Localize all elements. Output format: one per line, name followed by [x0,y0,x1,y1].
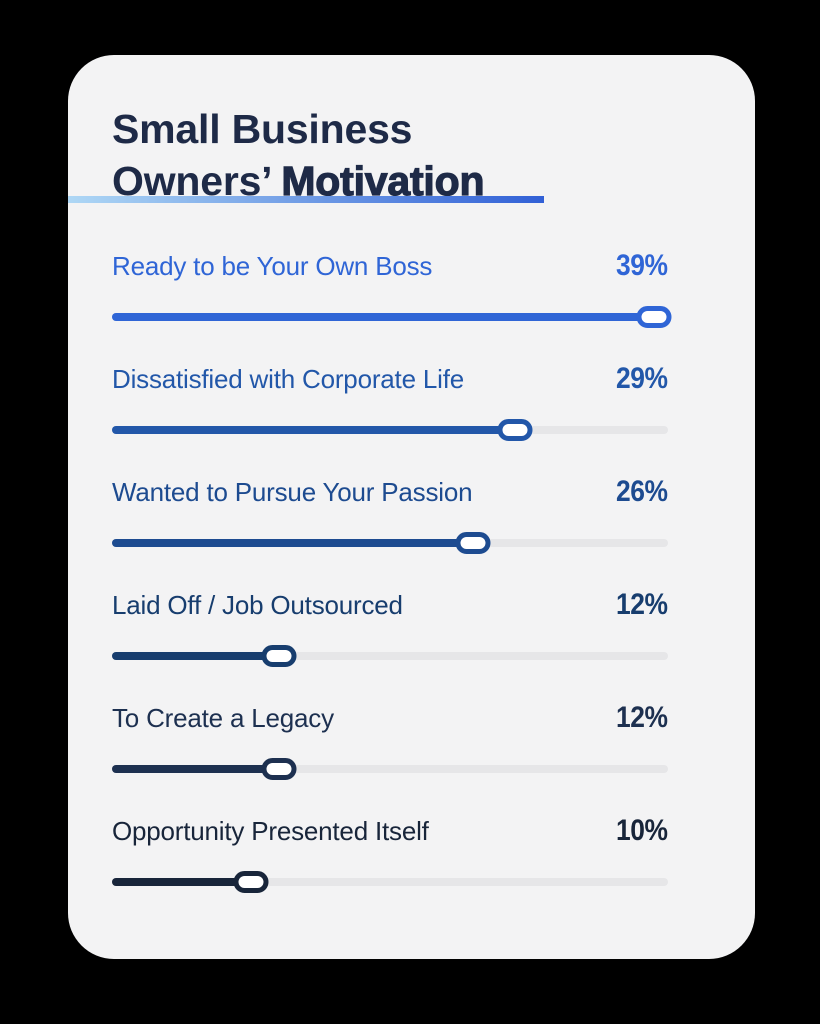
motivation-percent: 29% [616,362,668,395]
motivation-percent: 12% [616,701,668,734]
motivation-slider[interactable] [112,644,668,668]
motivation-percent: 10% [616,814,668,847]
motivation-percent: 26% [616,475,668,508]
motivation-row-header: Opportunity Presented Itself 10% [112,814,668,848]
motivation-row-header: Wanted to Pursue Your Passion 26% [112,475,668,509]
motivation-label: Opportunity Presented Itself [112,816,429,846]
motivation-slider[interactable] [112,531,668,555]
slider-handle[interactable] [261,758,297,780]
motivation-label: To Create a Legacy [112,703,334,733]
title-line1: Small Business [112,106,413,153]
motivation-row-header: Ready to be Your Own Boss 39% [112,249,668,283]
motivation-label: Ready to be Your Own Boss [112,251,433,281]
motivation-percent: 39% [616,249,668,282]
motivation-row-header: To Create a Legacy 12% [112,701,668,735]
slider-handle[interactable] [455,532,491,554]
motivation-row: To Create a Legacy 12% [112,699,668,812]
title-underline-gradient [68,196,544,203]
slider-handle[interactable] [233,871,269,893]
slider-handle[interactable] [497,419,533,441]
slider-fill [112,313,655,321]
infographic-card: Small Business Owners’ Motivation Ready t… [68,55,755,959]
motivation-slider[interactable] [112,757,668,781]
slider-handle[interactable] [636,306,672,328]
motivation-row: Laid Off / Job Outsourced 12% [112,586,668,699]
motivation-slider[interactable] [112,305,672,329]
motivation-label: Dissatisfied with Corporate Life [112,364,464,394]
motivation-row-header: Laid Off / Job Outsourced 12% [112,588,668,622]
page-title: Small Business Owners’ Motivation [112,103,712,207]
slider-fill [112,426,516,434]
slider-fill [112,539,474,547]
slider-list: Ready to be Your Own Boss 39% Dissatisfi… [112,247,672,925]
motivation-row: Ready to be Your Own Boss 39% [112,247,672,360]
motivation-row: Dissatisfied with Corporate Life 29% [112,360,668,473]
motivation-slider[interactable] [112,870,668,894]
motivation-label: Wanted to Pursue Your Passion [112,477,473,507]
motivation-row: Opportunity Presented Itself 10% [112,812,668,925]
slider-fill [112,765,279,773]
motivation-label: Laid Off / Job Outsourced [112,590,403,620]
motivation-row: Wanted to Pursue Your Passion 26% [112,473,668,586]
slider-fill [112,652,279,660]
slider-track [112,652,668,660]
slider-handle[interactable] [261,645,297,667]
motivation-slider[interactable] [112,418,668,442]
slider-fill [112,878,251,886]
motivation-row-header: Dissatisfied with Corporate Life 29% [112,362,668,396]
motivation-percent: 12% [616,588,668,621]
slider-track [112,878,668,886]
slider-track [112,765,668,773]
